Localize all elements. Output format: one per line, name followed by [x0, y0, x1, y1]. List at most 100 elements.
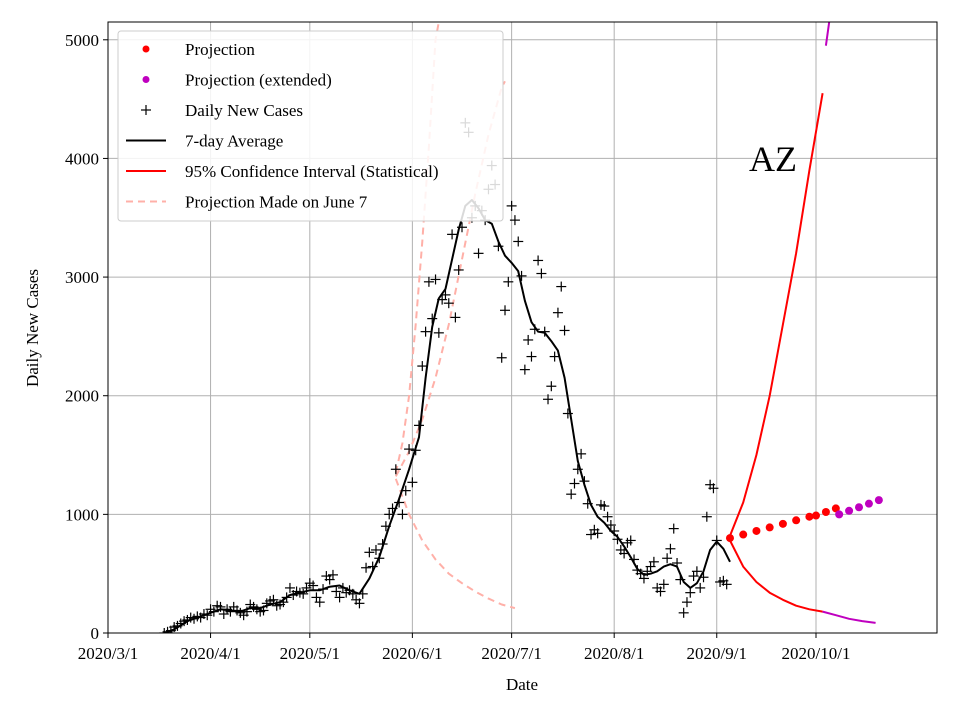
- projection-extended-dot: [855, 503, 864, 512]
- legend-plus-icon: [141, 105, 151, 115]
- daily-case-marker: [516, 270, 527, 281]
- legend-dot-icon: [142, 76, 150, 83]
- x-tick-label: 2020/8/1: [584, 644, 644, 663]
- daily-case-marker: [506, 200, 517, 211]
- daily-case-marker: [668, 523, 679, 534]
- daily-case-marker: [648, 556, 659, 567]
- projection-extended-dot: [845, 506, 854, 515]
- x-tick-label: 2020/7/1: [481, 644, 541, 663]
- daily-case-marker: [691, 566, 702, 577]
- daily-case-marker: [314, 597, 325, 608]
- y-tick-label: 2000: [65, 387, 99, 406]
- daily-case-marker: [592, 528, 603, 539]
- daily-case-marker: [721, 579, 732, 590]
- x-tick-label: 2020/9/1: [687, 644, 747, 663]
- daily-case-marker: [433, 327, 444, 338]
- x-axis-label: Date: [506, 675, 538, 694]
- x-tick-label: 2020/4/1: [180, 644, 240, 663]
- daily-case-marker: [443, 298, 454, 309]
- daily-case-marker: [519, 364, 530, 375]
- daily-case-marker: [159, 628, 170, 633]
- y-axis-label: Daily New Cases: [23, 269, 42, 387]
- daily-case-marker: [427, 313, 438, 324]
- daily-case-marker: [546, 381, 557, 392]
- legend-label: Projection Made on June 7: [185, 193, 368, 212]
- daily-case-marker: [500, 305, 511, 316]
- daily-case-marker: [655, 586, 666, 597]
- projection-dot: [778, 519, 787, 528]
- projection-dot: [739, 530, 748, 539]
- daily-case-marker: [605, 520, 616, 531]
- y-axis-ticks: 0 1000 2000 3000 4000 5000: [65, 31, 108, 643]
- daily-case-marker: [625, 535, 636, 546]
- legend-dot-icon: [142, 45, 150, 53]
- daily-case-marker: [453, 264, 464, 275]
- daily-case-marker: [678, 607, 689, 618]
- projection-dot: [792, 516, 801, 525]
- series-layer: [159, 22, 883, 633]
- projection-extended-dot: [835, 510, 844, 519]
- daily-case-marker: [430, 274, 441, 285]
- daily-case-marker: [420, 326, 431, 337]
- daily-case-marker: [404, 444, 415, 455]
- y-tick-label: 1000: [65, 505, 99, 524]
- legend-box: [117, 30, 504, 222]
- daily-case-marker: [599, 501, 610, 512]
- axes-frame: [107, 21, 938, 634]
- daily-case-marker: [552, 307, 563, 318]
- daily-case-marker: [308, 580, 319, 591]
- daily-case-marker: [496, 352, 507, 363]
- daily-case-marker: [658, 579, 669, 590]
- legend-entry: 95% Confidence Interval (Statistical): [126, 162, 439, 181]
- confidence-lower-line: [729, 540, 823, 613]
- daily-case-marker: [576, 448, 587, 459]
- daily-case-marker: [569, 478, 580, 489]
- daily-case-marker: [397, 509, 408, 520]
- confidence-lower-extended-line: [822, 610, 876, 624]
- daily-case-marker: [681, 597, 692, 608]
- daily-case-marker: [602, 511, 613, 522]
- x-tick-label: 2020/6/1: [382, 644, 442, 663]
- daily-case-marker: [503, 276, 514, 287]
- legend-label: 7-day Average: [185, 132, 283, 151]
- plot-area: [159, 22, 883, 633]
- projection-dot: [752, 526, 761, 535]
- daily-case-marker: [662, 553, 673, 564]
- projection-extended-dot: [864, 499, 873, 508]
- projection-dot: [831, 504, 840, 513]
- june7-projection-lower-line: [394, 478, 516, 610]
- daily-case-marker: [417, 361, 428, 372]
- y-tick-label: 3000: [65, 268, 99, 287]
- daily-case-marker: [559, 325, 570, 336]
- legend-entry: 7-day Average: [126, 132, 283, 151]
- y-tick-label: 5000: [65, 31, 99, 50]
- daily-case-marker: [711, 535, 722, 546]
- daily-case-marker: [523, 334, 534, 345]
- daily-case-marker: [450, 312, 461, 323]
- legend-label: 95% Confidence Interval (Statistical): [185, 162, 439, 181]
- daily-case-marker: [685, 587, 696, 598]
- daily-case-marker: [566, 489, 577, 500]
- daily-case-marker: [665, 543, 676, 554]
- projection-dot: [805, 512, 814, 521]
- legend: Projection Projection (extended) Daily New…: [117, 30, 504, 222]
- projection-dot: [812, 511, 820, 520]
- confidence-upper-extended-line: [824, 22, 831, 46]
- daily-case-marker: [533, 255, 544, 266]
- legend-entry: Projection Made on June 7: [126, 193, 368, 212]
- daily-case-marker: [543, 394, 554, 405]
- legend-entry: Daily New Cases: [141, 101, 303, 120]
- daily-case-marker: [473, 248, 484, 259]
- x-axis-ticks: 2020/3/1 2020/4/1 2020/5/1 2020/6/1 2020/7/1…: [78, 633, 850, 663]
- daily-case-marker: [509, 215, 520, 226]
- y-tick-label: 0: [91, 624, 100, 643]
- legend-label: Projection (extended): [185, 71, 332, 90]
- daily-case-marker: [364, 547, 375, 558]
- daily-case-marker: [284, 582, 295, 593]
- daily-case-marker: [708, 483, 719, 494]
- daily-case-marker: [390, 464, 401, 475]
- state-annotation: AZ: [749, 139, 797, 179]
- daily-case-marker: [423, 276, 434, 287]
- projection-dot: [725, 534, 734, 543]
